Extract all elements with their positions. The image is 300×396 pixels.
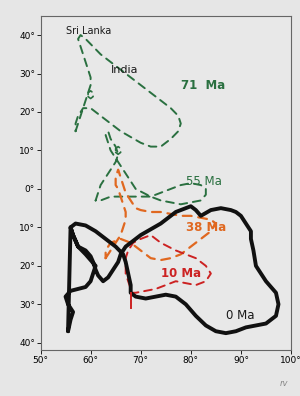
Text: India: India — [111, 65, 138, 75]
Text: 38 Ma: 38 Ma — [186, 221, 226, 234]
Text: 55 Ma: 55 Ma — [186, 175, 222, 188]
Text: Sri Lanka: Sri Lanka — [66, 26, 111, 36]
Text: 71  Ma: 71 Ma — [181, 78, 225, 91]
Text: 10 Ma: 10 Ma — [161, 267, 201, 280]
Text: rv: rv — [280, 379, 288, 388]
Text: 0 Ma: 0 Ma — [226, 309, 254, 322]
